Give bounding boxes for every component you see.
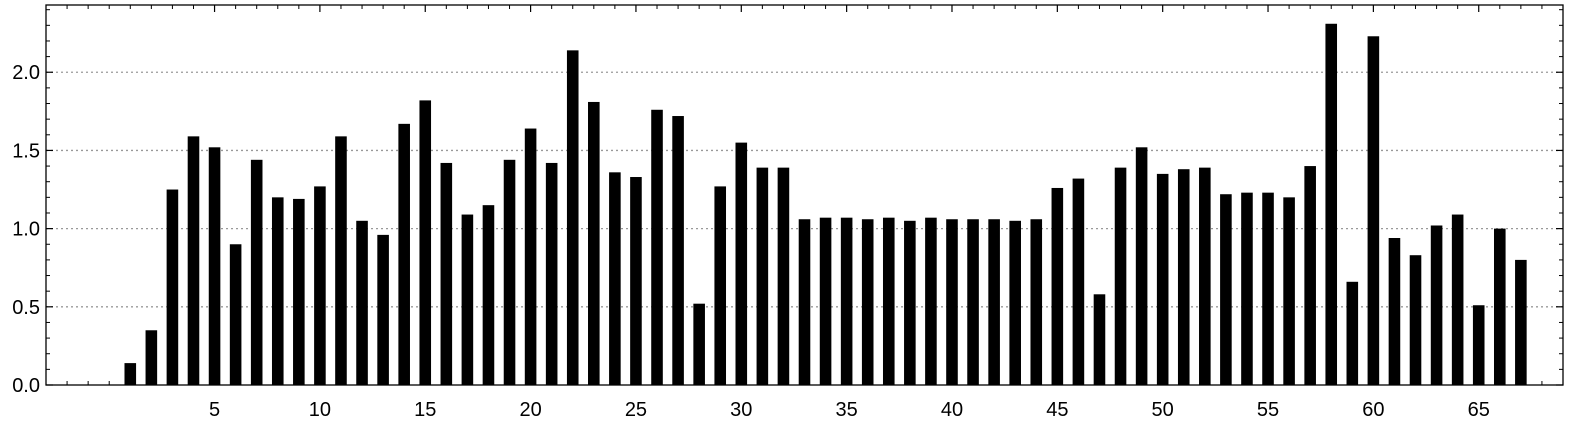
bar <box>1451 214 1464 385</box>
bar <box>946 219 958 385</box>
x-tick-label: 35 <box>836 399 858 421</box>
bar <box>482 205 495 385</box>
bar <box>714 186 727 385</box>
y-tick-label: 1.5 <box>12 140 40 162</box>
bar <box>419 100 432 386</box>
bar <box>335 136 347 385</box>
bar <box>1304 166 1316 385</box>
bar <box>1114 167 1127 385</box>
y-tick-label: 2.0 <box>12 62 40 84</box>
bar <box>588 101 600 385</box>
bar <box>208 147 221 385</box>
bar <box>672 116 684 385</box>
bar <box>440 162 453 385</box>
bar <box>1409 255 1422 385</box>
bar <box>904 220 916 385</box>
bar <box>1093 294 1106 385</box>
bar <box>1009 220 1021 385</box>
bar <box>840 217 853 385</box>
bar <box>545 162 558 385</box>
x-tick-label: 40 <box>941 399 963 421</box>
bar <box>735 142 748 385</box>
bar <box>314 186 326 385</box>
bar <box>1346 281 1359 385</box>
bar <box>229 244 242 385</box>
bars <box>124 23 1527 386</box>
bar <box>1241 192 1253 385</box>
x-tick-label: 30 <box>730 399 752 421</box>
bar <box>1156 173 1169 385</box>
bar <box>1388 238 1401 385</box>
bar <box>1220 194 1232 385</box>
bar <box>124 363 137 385</box>
bar <box>1367 36 1380 385</box>
x-tick-labels: 5 10 15 20 25 30 35 40 45 50 55 60 65 <box>209 399 1490 421</box>
bar <box>651 109 663 386</box>
bar <box>271 197 284 385</box>
bar <box>1135 147 1148 385</box>
x-tick-label: 55 <box>1257 399 1279 421</box>
y-tick-label: 0.5 <box>12 297 40 319</box>
bar <box>1472 305 1485 385</box>
bar <box>967 219 979 385</box>
bar <box>356 220 368 385</box>
bar <box>166 189 179 385</box>
x-tick-label: 15 <box>414 399 436 421</box>
bar <box>377 234 389 385</box>
x-tick-label: 25 <box>625 399 647 421</box>
bar <box>461 214 474 385</box>
x-tick-label: 50 <box>1152 399 1174 421</box>
bar <box>1072 178 1085 385</box>
bar <box>1051 187 1064 385</box>
y-tick-label: 1.0 <box>12 219 40 241</box>
y-tick-labels: 0.0 0.5 1.0 1.5 2.0 <box>12 62 40 397</box>
bar <box>1283 197 1295 385</box>
x-tick-label: 20 <box>519 399 541 421</box>
bar <box>398 123 410 385</box>
bar <box>1430 225 1443 385</box>
bar <box>861 219 874 385</box>
bar <box>145 330 158 385</box>
bar <box>693 303 705 385</box>
y-tick-label: 0.0 <box>12 375 40 397</box>
bar <box>882 217 895 385</box>
bar <box>1030 219 1043 385</box>
bar <box>1177 169 1190 385</box>
bar <box>566 50 579 385</box>
bar <box>1262 192 1274 385</box>
x-tick-label: 60 <box>1362 399 1384 421</box>
bar <box>988 219 1000 385</box>
bar <box>756 167 769 385</box>
plot-frame <box>45 4 1564 386</box>
bar <box>503 159 516 385</box>
tick-marks <box>45 5 1564 386</box>
bar <box>819 217 832 385</box>
bar <box>925 217 937 385</box>
x-tick-label: 10 <box>309 399 331 421</box>
bar <box>630 177 642 385</box>
x-tick-label: 45 <box>1046 399 1068 421</box>
bar <box>524 128 537 385</box>
bar <box>609 172 621 385</box>
bar <box>187 136 200 385</box>
bar <box>777 167 790 385</box>
bar <box>293 198 305 385</box>
bar <box>1493 228 1506 385</box>
bar <box>1515 259 1527 385</box>
x-tick-label: 65 <box>1468 399 1490 421</box>
bar <box>798 219 811 385</box>
x-tick-label: 5 <box>209 399 220 421</box>
bar <box>250 159 263 385</box>
bar <box>1325 23 1338 385</box>
bar <box>1199 167 1211 385</box>
